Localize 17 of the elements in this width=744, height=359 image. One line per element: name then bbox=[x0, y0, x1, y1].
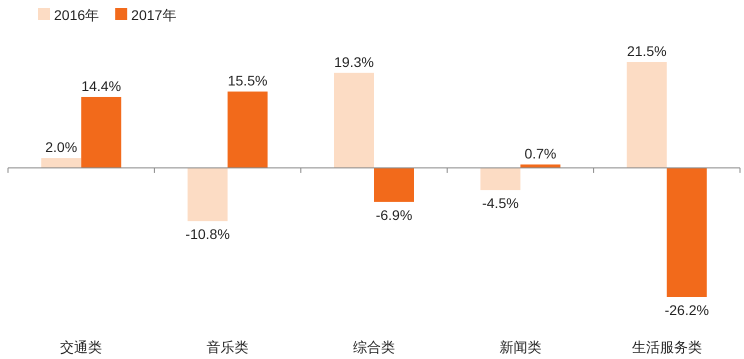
x-tick-label: 生活服务类 bbox=[632, 339, 702, 355]
data-label: -26.2% bbox=[664, 302, 709, 318]
x-tick-label: 新闻类 bbox=[499, 339, 542, 355]
legend-label: 2017年 bbox=[131, 7, 176, 23]
data-label: -10.8% bbox=[185, 226, 230, 242]
data-label: -6.9% bbox=[376, 206, 412, 223]
data-label: 21.5% bbox=[626, 43, 667, 59]
data-label: 0.7% bbox=[524, 145, 556, 162]
data-label: 15.5% bbox=[228, 72, 268, 89]
x-tick-label: 交通类 bbox=[60, 339, 102, 355]
data-label: 19.3% bbox=[334, 54, 374, 70]
data-label: 14.4% bbox=[81, 78, 122, 94]
x-tick-label: 音乐类 bbox=[206, 339, 249, 355]
x-tick-label: 综合类 bbox=[353, 339, 395, 355]
data-label: -4.5% bbox=[482, 195, 519, 212]
data-label: 2.0% bbox=[45, 139, 78, 156]
legend-label: 2016年 bbox=[54, 7, 100, 23]
